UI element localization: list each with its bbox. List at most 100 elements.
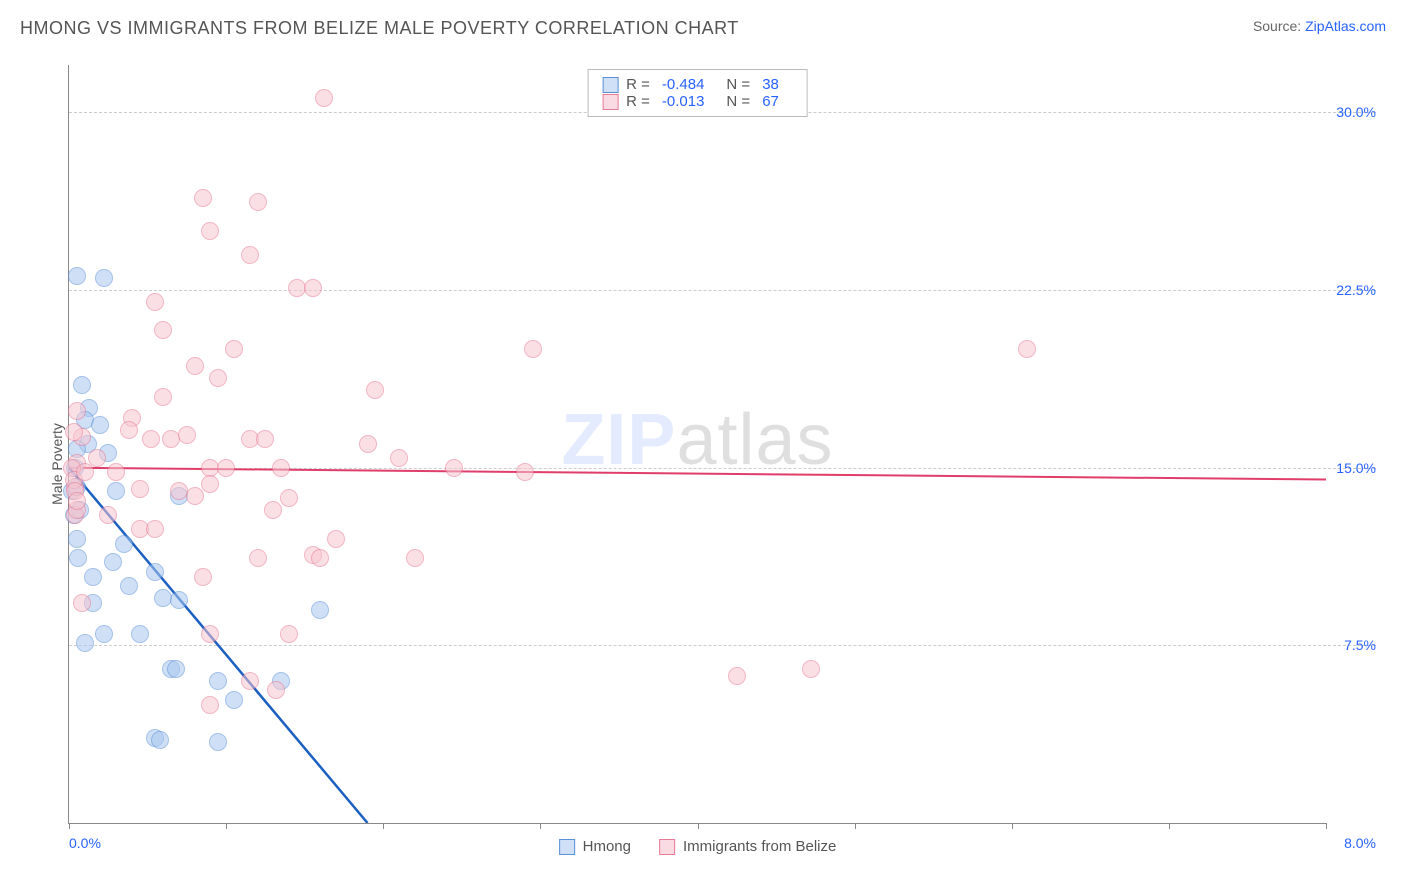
data-point xyxy=(201,625,219,643)
data-point xyxy=(151,731,169,749)
data-point xyxy=(84,568,102,586)
data-point xyxy=(91,416,109,434)
data-point xyxy=(73,594,91,612)
y-tick-label: 15.0% xyxy=(1336,460,1376,476)
data-point xyxy=(142,430,160,448)
data-point xyxy=(256,430,274,448)
data-point xyxy=(73,376,91,394)
data-point xyxy=(95,625,113,643)
legend-r-label: R = xyxy=(626,93,650,110)
data-point xyxy=(280,625,298,643)
data-point xyxy=(107,482,125,500)
data-point xyxy=(88,449,106,467)
data-point xyxy=(68,492,86,510)
legend-n-value: 67 xyxy=(762,93,779,110)
data-point xyxy=(209,672,227,690)
data-point xyxy=(366,381,384,399)
legend-swatch xyxy=(602,77,618,93)
legend-swatch xyxy=(659,839,675,855)
data-point xyxy=(170,591,188,609)
data-point xyxy=(524,340,542,358)
data-point xyxy=(217,459,235,477)
data-point xyxy=(120,577,138,595)
legend-swatch xyxy=(602,94,618,110)
data-point xyxy=(311,549,329,567)
data-point xyxy=(264,501,282,519)
data-point xyxy=(280,489,298,507)
data-point xyxy=(131,480,149,498)
series-legend: Hmong Immigrants from Belize xyxy=(559,838,837,855)
source-label: Source: xyxy=(1253,18,1301,34)
legend-item: Immigrants from Belize xyxy=(659,838,836,855)
data-point xyxy=(76,463,94,481)
legend-item: Hmong xyxy=(559,838,631,855)
legend-n-value: 38 xyxy=(762,76,779,93)
data-point xyxy=(154,388,172,406)
data-point xyxy=(267,681,285,699)
gridline xyxy=(69,290,1376,291)
data-point xyxy=(146,293,164,311)
legend-n-label: N = xyxy=(726,93,750,110)
data-point xyxy=(311,601,329,619)
y-tick-label: 22.5% xyxy=(1336,282,1376,298)
x-tick-label-max: 8.0% xyxy=(1344,835,1376,851)
data-point xyxy=(186,487,204,505)
data-point xyxy=(68,267,86,285)
data-point xyxy=(95,269,113,287)
data-point xyxy=(249,193,267,211)
data-point xyxy=(99,506,117,524)
data-point xyxy=(186,357,204,375)
data-point xyxy=(107,463,125,481)
gridline xyxy=(69,468,1376,469)
gridline xyxy=(69,645,1376,646)
x-tick xyxy=(698,823,699,829)
legend-label: Hmong xyxy=(583,838,631,855)
source-link[interactable]: ZipAtlas.com xyxy=(1305,18,1386,34)
data-point xyxy=(167,660,185,678)
correlation-legend: R =-0.484N =38R =-0.013N =67 xyxy=(587,69,808,117)
x-tick xyxy=(855,823,856,829)
data-point xyxy=(209,733,227,751)
data-point xyxy=(359,435,377,453)
x-tick xyxy=(226,823,227,829)
data-point xyxy=(194,189,212,207)
x-tick xyxy=(383,823,384,829)
x-tick-label-min: 0.0% xyxy=(69,835,101,851)
data-point xyxy=(69,549,87,567)
data-point xyxy=(178,426,196,444)
data-point xyxy=(225,691,243,709)
data-point xyxy=(728,667,746,685)
y-tick-label: 30.0% xyxy=(1336,104,1376,120)
x-tick xyxy=(1326,823,1327,829)
data-point xyxy=(327,530,345,548)
data-point xyxy=(516,463,534,481)
data-point xyxy=(104,553,122,571)
data-point xyxy=(225,340,243,358)
data-point xyxy=(406,549,424,567)
plot-region: ZIPatlas R =-0.484N =38R =-0.013N =67 Hm… xyxy=(68,65,1326,824)
data-point xyxy=(68,530,86,548)
data-point xyxy=(1018,340,1036,358)
data-point xyxy=(65,423,83,441)
data-point xyxy=(241,246,259,264)
data-point xyxy=(390,449,408,467)
data-point xyxy=(120,421,138,439)
legend-r-label: R = xyxy=(626,76,650,93)
legend-r-value: -0.013 xyxy=(662,93,705,110)
y-tick-label: 7.5% xyxy=(1344,637,1376,653)
data-point xyxy=(272,459,290,477)
data-point xyxy=(304,279,322,297)
legend-swatch xyxy=(559,839,575,855)
data-point xyxy=(802,660,820,678)
x-tick xyxy=(540,823,541,829)
data-point xyxy=(209,369,227,387)
chart-title: HMONG VS IMMIGRANTS FROM BELIZE MALE POV… xyxy=(20,18,739,39)
legend-n-label: N = xyxy=(726,76,750,93)
data-point xyxy=(201,696,219,714)
data-point xyxy=(194,568,212,586)
data-point xyxy=(146,520,164,538)
data-point xyxy=(76,634,94,652)
data-point xyxy=(201,475,219,493)
legend-row: R =-0.484N =38 xyxy=(602,76,793,93)
data-point xyxy=(154,321,172,339)
